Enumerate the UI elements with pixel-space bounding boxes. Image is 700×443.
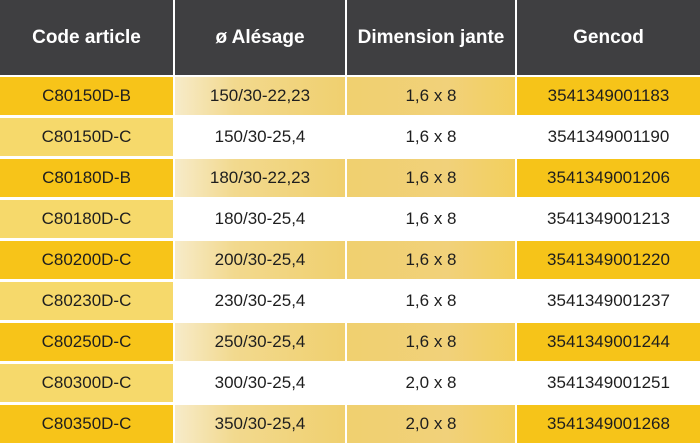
cell-dimension-jante: 1,6 x 8	[346, 199, 516, 240]
cell-alesage: 180/30-22,23	[174, 158, 346, 199]
table-row: C80250D-C 250/30-25,4 1,6 x 8 3541349001…	[0, 322, 700, 363]
cell-dimension-jante: 1,6 x 8	[346, 76, 516, 117]
cell-dimension-jante: 1,6 x 8	[346, 281, 516, 322]
cell-dimension-jante: 2,0 x 8	[346, 404, 516, 443]
table-row: C80350D-C 350/30-25,4 2,0 x 8 3541349001…	[0, 404, 700, 443]
cell-code-article: C80180D-C	[0, 199, 174, 240]
cell-gencod: 3541349001268	[516, 404, 700, 443]
table-row: C80300D-C 300/30-25,4 2,0 x 8 3541349001…	[0, 363, 700, 404]
table-row: C80200D-C 200/30-25,4 1,6 x 8 3541349001…	[0, 240, 700, 281]
cell-gencod: 3541349001190	[516, 117, 700, 158]
cell-gencod: 3541349001213	[516, 199, 700, 240]
column-header-dimension-jante: Dimension jante	[346, 0, 516, 76]
table-row: C80180D-C 180/30-25,4 1,6 x 8 3541349001…	[0, 199, 700, 240]
table-header-row: Code article ø Alésage Dimension jante G…	[0, 0, 700, 76]
table-row: C80150D-B 150/30-22,23 1,6 x 8 354134900…	[0, 76, 700, 117]
cell-code-article: C80230D-C	[0, 281, 174, 322]
cell-dimension-jante: 1,6 x 8	[346, 322, 516, 363]
cell-alesage: 230/30-25,4	[174, 281, 346, 322]
cell-code-article: C80250D-C	[0, 322, 174, 363]
cell-dimension-jante: 2,0 x 8	[346, 363, 516, 404]
cell-code-article: C80200D-C	[0, 240, 174, 281]
cell-alesage: 200/30-25,4	[174, 240, 346, 281]
cell-alesage: 250/30-25,4	[174, 322, 346, 363]
cell-code-article: C80150D-B	[0, 76, 174, 117]
cell-dimension-jante: 1,6 x 8	[346, 158, 516, 199]
cell-alesage: 150/30-22,23	[174, 76, 346, 117]
cell-gencod: 3541349001220	[516, 240, 700, 281]
cell-gencod: 3541349001244	[516, 322, 700, 363]
table-row: C80180D-B 180/30-22,23 1,6 x 8 354134900…	[0, 158, 700, 199]
table-row: C80230D-C 230/30-25,4 1,6 x 8 3541349001…	[0, 281, 700, 322]
cell-code-article: C80300D-C	[0, 363, 174, 404]
column-header-code-article: Code article	[0, 0, 174, 76]
cell-alesage: 150/30-25,4	[174, 117, 346, 158]
cell-code-article: C80350D-C	[0, 404, 174, 443]
cell-gencod: 3541349001183	[516, 76, 700, 117]
cell-code-article: C80150D-C	[0, 117, 174, 158]
cell-gencod: 3541349001237	[516, 281, 700, 322]
column-header-alesage: ø Alésage	[174, 0, 346, 76]
cell-gencod: 3541349001251	[516, 363, 700, 404]
cell-gencod: 3541349001206	[516, 158, 700, 199]
table-row: C80150D-C 150/30-25,4 1,6 x 8 3541349001…	[0, 117, 700, 158]
cell-dimension-jante: 1,6 x 8	[346, 240, 516, 281]
column-header-gencod: Gencod	[516, 0, 700, 76]
cell-code-article: C80180D-B	[0, 158, 174, 199]
cell-dimension-jante: 1,6 x 8	[346, 117, 516, 158]
cell-alesage: 180/30-25,4	[174, 199, 346, 240]
cell-alesage: 300/30-25,4	[174, 363, 346, 404]
cell-alesage: 350/30-25,4	[174, 404, 346, 443]
